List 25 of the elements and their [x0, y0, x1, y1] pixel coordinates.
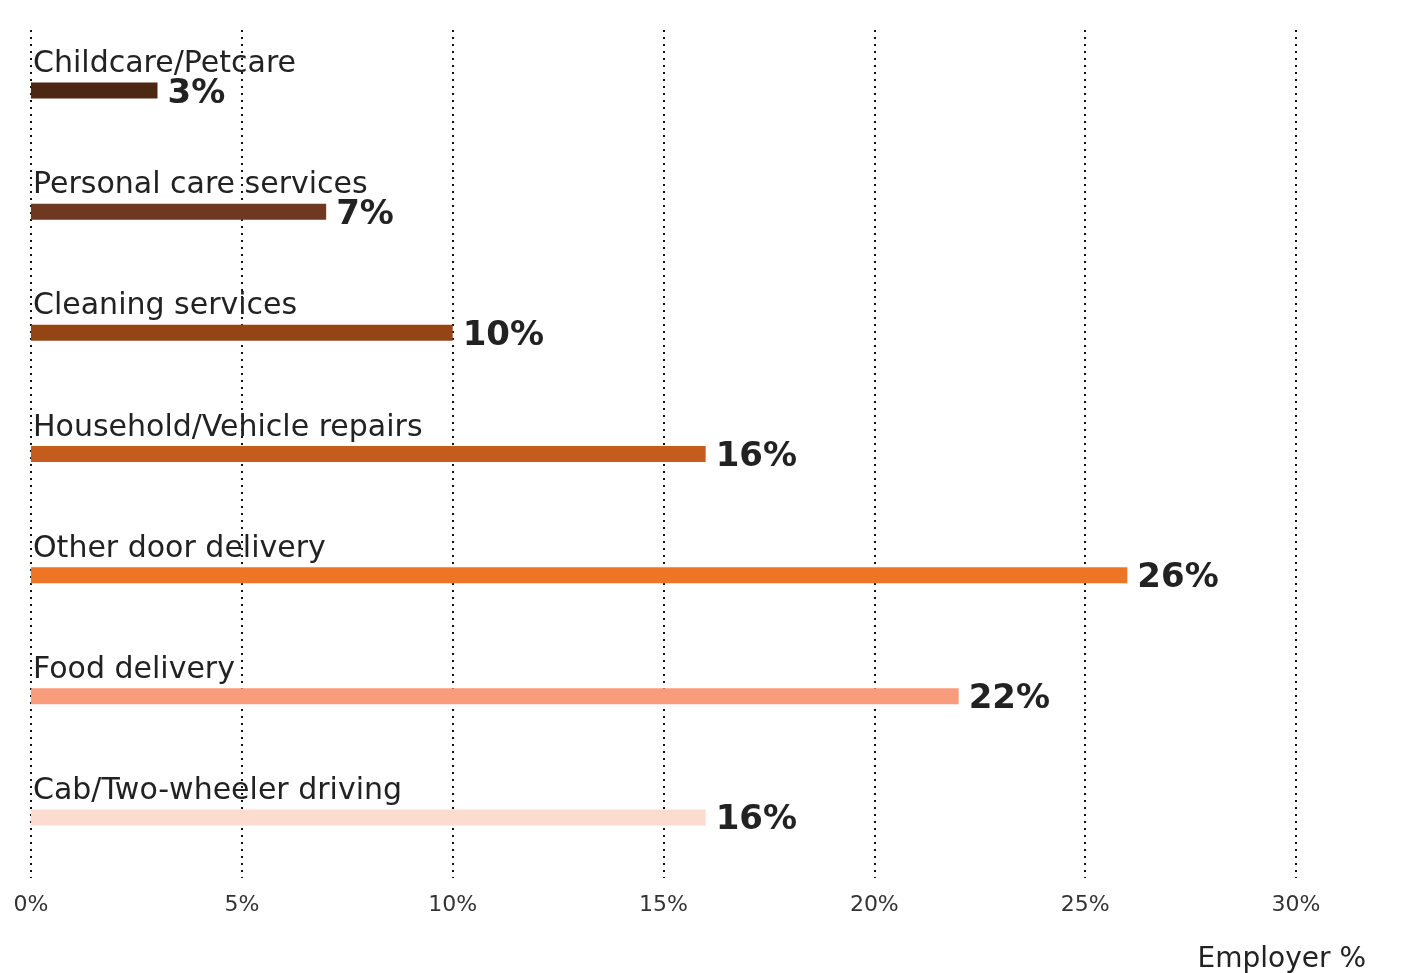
- y-tick-label: Food delivery: [33, 649, 235, 685]
- bar: [31, 82, 158, 99]
- y-tick-label: Household/Vehicle repairs: [33, 407, 423, 443]
- x-tick-label: 0%: [13, 890, 49, 916]
- x-tick-label: 25%: [1060, 890, 1110, 916]
- x-tick-label: 30%: [1271, 890, 1321, 916]
- bar: [31, 203, 327, 220]
- data-label: 26%: [1137, 555, 1219, 596]
- bar: [31, 809, 706, 826]
- bar: [31, 324, 453, 341]
- bar: [31, 446, 706, 462]
- data-label: 16%: [715, 797, 798, 838]
- data-label: 10%: [462, 312, 545, 353]
- y-tick-label: Cleaning services: [33, 286, 298, 322]
- bar: [31, 567, 1128, 584]
- data-label: 16%: [715, 434, 798, 474]
- x-axis-title: Employer %: [1197, 940, 1366, 973]
- x-tick-label: 5%: [224, 890, 260, 916]
- y-tick-label: Cab/Two-wheeler driving: [33, 770, 403, 806]
- bar: [31, 688, 959, 705]
- x-tick-label: 15%: [639, 890, 688, 916]
- x-tick-label: 10%: [428, 890, 478, 916]
- x-tick-label: 20%: [849, 890, 899, 916]
- y-tick-label: Other door delivery: [33, 528, 326, 564]
- data-label: 22%: [968, 676, 1051, 717]
